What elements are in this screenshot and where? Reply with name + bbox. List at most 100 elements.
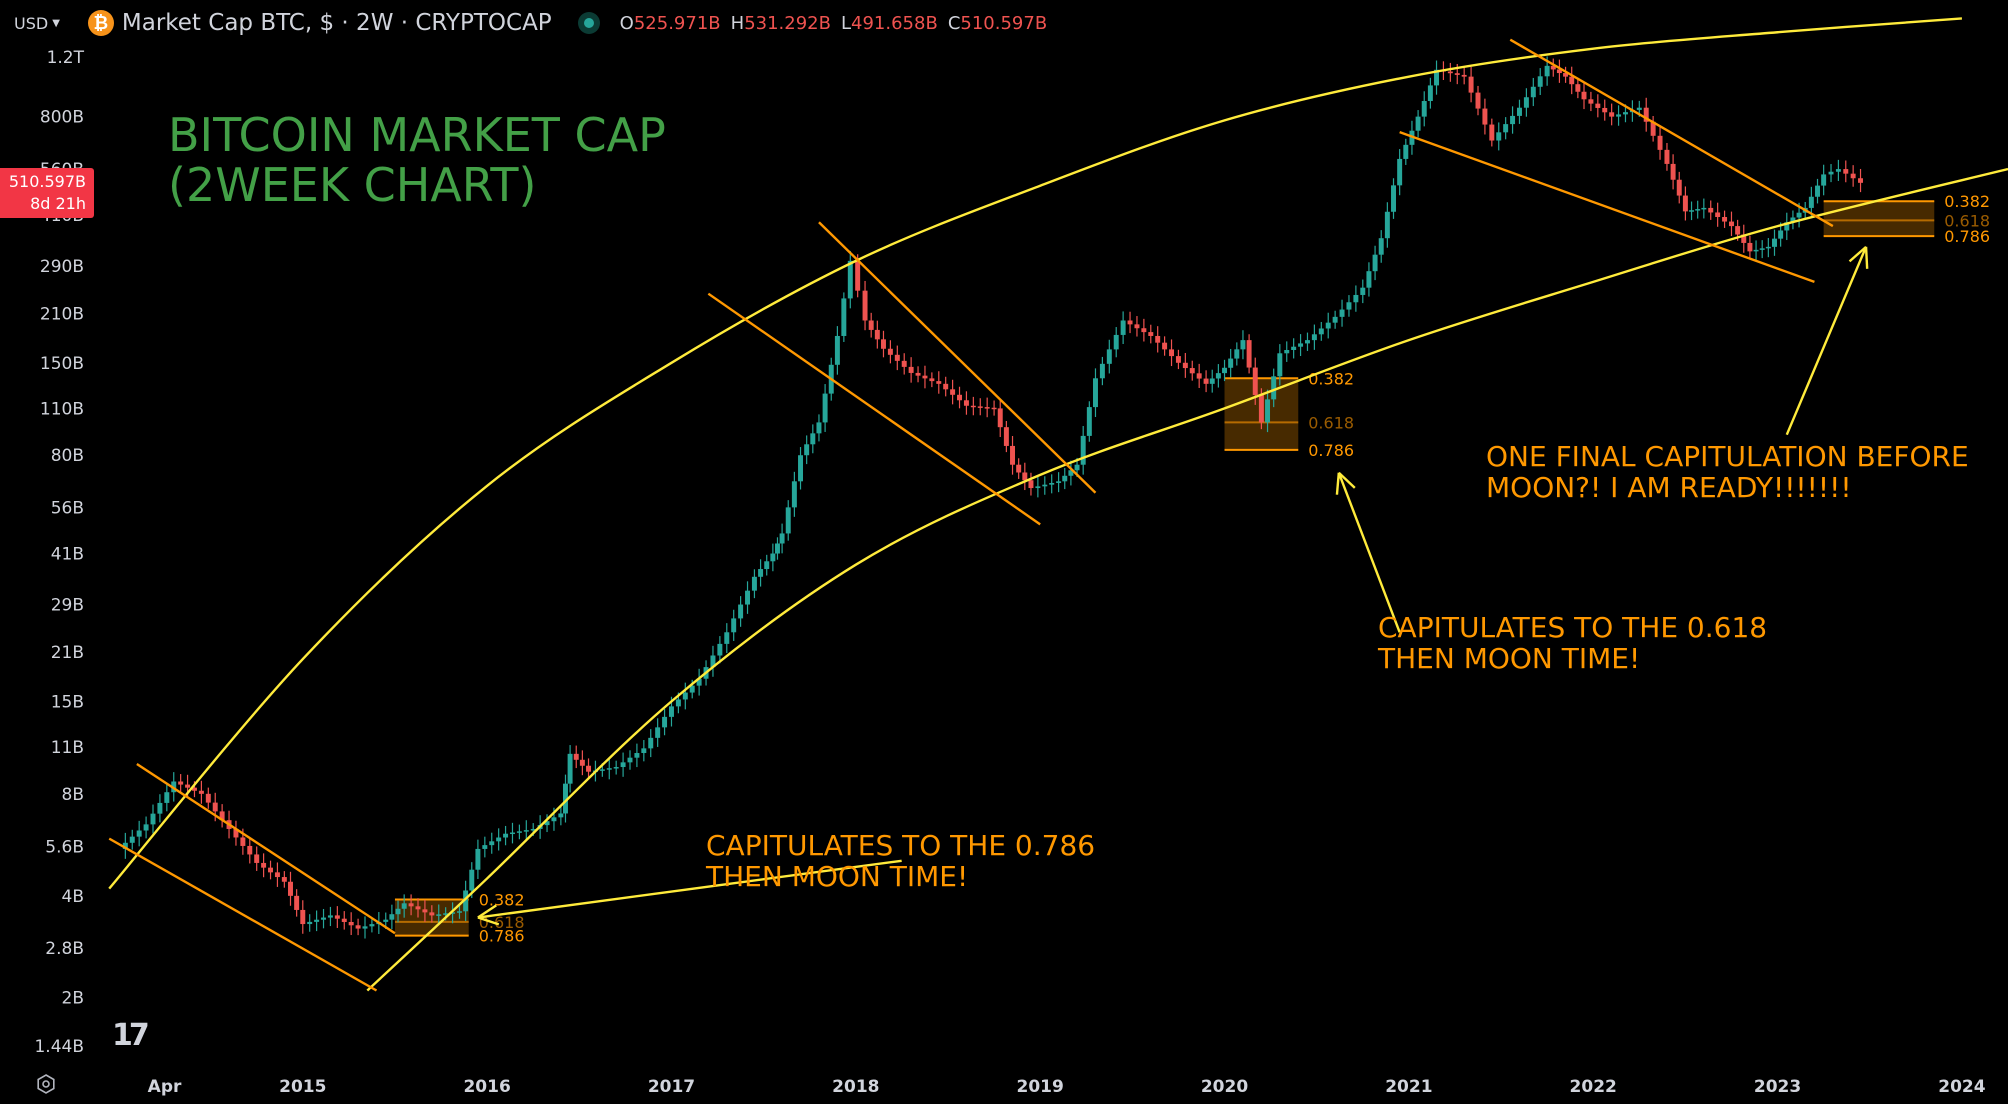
candle-body: [1434, 69, 1440, 86]
market-status-icon[interactable]: [577, 12, 600, 34]
candle-body: [977, 406, 983, 408]
candle-body: [185, 784, 191, 788]
x-tick-label: 2022: [1570, 1077, 1617, 1097]
symbol-title[interactable]: Market Cap BTC, $ · 2W · CRYPTOCAP: [121, 10, 552, 36]
candle-body: [1682, 195, 1688, 212]
candle-body: [1454, 73, 1460, 75]
candle-body: [122, 842, 128, 849]
arrow-head: [477, 904, 497, 919]
annotation-3: ONE FINAL CAPITULATION BEFORE MOON?! I A…: [1486, 441, 1969, 503]
candle-body: [724, 632, 730, 644]
candle-body: [655, 727, 661, 738]
candle-body: [1563, 73, 1569, 77]
candle-body: [745, 590, 751, 605]
candle-body: [1772, 238, 1777, 247]
candle-body: [1510, 115, 1516, 125]
candle-body: [294, 895, 300, 910]
candle-body: [1835, 169, 1841, 172]
candle-body: [281, 877, 287, 882]
x-tick-label: 2017: [648, 1077, 695, 1097]
candle-body: [1346, 302, 1352, 310]
ohlc-close-key: C: [947, 12, 961, 34]
candle-body: [300, 909, 306, 925]
candle-body: [1569, 76, 1575, 85]
candle-body: [219, 811, 225, 821]
candle-body: [314, 919, 320, 922]
y-tick-label: 290B: [40, 257, 84, 277]
candle-body: [922, 375, 928, 379]
y-tick-label: 5.6B: [45, 837, 84, 857]
bar-countdown: 8d 21h: [30, 194, 86, 213]
x-tick-label: 2021: [1385, 1077, 1432, 1097]
candle-body: [1134, 324, 1140, 329]
candle-body: [136, 830, 142, 837]
candle-body: [1670, 163, 1676, 180]
annotation-1-line1: CAPITULATES TO THE 0.786: [706, 829, 1096, 862]
candle-body: [929, 378, 935, 382]
candle-body: [436, 914, 442, 916]
y-tick-label: 1.2T: [47, 48, 85, 68]
candle-body: [1384, 211, 1390, 239]
chart-title-line2: (2WEEK CHART): [168, 158, 537, 212]
candle-body: [1022, 472, 1028, 481]
candle-body: [475, 848, 481, 870]
candle-body: [1523, 97, 1529, 108]
candle-body: [738, 604, 744, 619]
candle-body: [334, 915, 340, 919]
candle-body: [288, 881, 293, 896]
candle-body: [1496, 132, 1502, 141]
arc-upper: [108, 17, 1962, 890]
tradingview-logo[interactable]: 17: [112, 1018, 150, 1053]
candle-body: [1291, 346, 1297, 351]
candle-body: [1086, 407, 1092, 436]
candle-body: [696, 678, 702, 686]
fib-level-label: 0.786: [479, 927, 525, 946]
candle-body: [997, 408, 1003, 428]
ohlc-readout: O525.971B H531.292B L491.658B C510.597B: [620, 13, 1048, 34]
candle-body: [516, 831, 522, 833]
candle-body: [1099, 363, 1105, 379]
candle-body: [1222, 367, 1228, 374]
candle-body: [1636, 107, 1642, 110]
candle-body: [164, 792, 170, 803]
candle-body: [129, 836, 135, 843]
x-tick-label: Apr: [148, 1077, 182, 1097]
candle-body: [984, 407, 990, 409]
candle-body: [1784, 222, 1790, 231]
candle-body: [489, 841, 495, 846]
candle-body: [1753, 249, 1759, 252]
candle-body: [1271, 376, 1277, 400]
arrow-head: [1337, 471, 1356, 489]
candle-body: [855, 260, 861, 291]
ohlc-open-value: 525.971B: [633, 12, 721, 34]
candle-body: [847, 260, 853, 299]
candle-body: [1240, 340, 1246, 350]
candle-body: [627, 757, 633, 763]
candle-body: [1169, 349, 1175, 357]
candle-body: [1595, 103, 1601, 108]
annotation-3-line1: ONE FINAL CAPITULATION BEFORE: [1486, 440, 1969, 473]
y-tick-label: 41B: [51, 545, 84, 565]
candle-body: [682, 692, 688, 700]
x-tick-label: 2016: [463, 1077, 510, 1097]
candle-body: [1503, 124, 1509, 133]
candle-body: [1003, 427, 1009, 446]
candle-body: [1828, 171, 1834, 175]
candle-body: [957, 394, 963, 401]
candle-body: [579, 759, 585, 766]
y-tick-label: 8B: [62, 785, 84, 805]
candle-body: [1421, 101, 1427, 117]
candle-body: [1843, 169, 1849, 174]
candle-body: [469, 869, 475, 891]
candle-body: [348, 921, 354, 926]
currency-selector[interactable]: USD ▼: [14, 14, 60, 33]
y-tick-label: 15B: [51, 692, 84, 712]
y-tick-label: 1.44B: [34, 1037, 84, 1057]
candle-body: [874, 329, 880, 340]
chart-title: BITCOIN MARKET CAP (2WEEK CHART): [168, 110, 666, 210]
candle-body: [1175, 356, 1181, 363]
settings-icon[interactable]: [36, 1074, 56, 1094]
candle-body: [731, 618, 737, 633]
candle-body: [758, 569, 764, 577]
